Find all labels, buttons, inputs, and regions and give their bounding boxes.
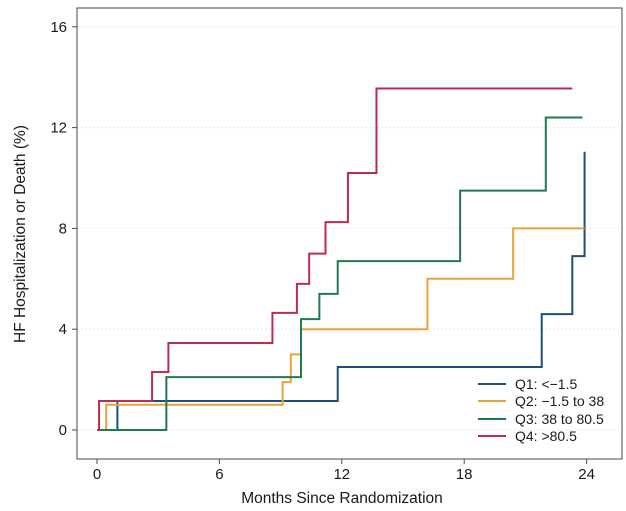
legend-swatch-q2-icon: [478, 400, 506, 403]
axis-ticks: [72, 26, 588, 464]
legend-row-q4: Q4: >80.5: [478, 428, 604, 446]
tick-labels: 0 6 12 18 24 0 4 8 12 16: [50, 19, 595, 483]
legend-label-q4: Q4: >80.5: [515, 428, 577, 445]
x-tick-label-0: 0: [93, 466, 101, 483]
legend-label-q2: Q2: −1.5 to 38: [515, 393, 605, 410]
legend-swatch-q1-icon: [478, 382, 506, 385]
legend-row-q3: Q3: 38 to 80.5: [478, 410, 604, 428]
plot-frame: [76, 7, 623, 460]
x-tick-label-12: 12: [333, 466, 350, 483]
legend-label-q3: Q3: 38 to 80.5: [515, 410, 604, 427]
x-axis-title: Months Since Randomization: [241, 490, 443, 507]
legend: Q1: <−1.5 Q2: −1.5 to 38 Q3: 38 to 80.5 Q4:…: [478, 375, 604, 445]
series-line-q2: [97, 227, 585, 431]
y-tick-label-4: 4: [59, 321, 67, 338]
series-line-q4: [97, 87, 573, 431]
series-step-lines: [97, 87, 586, 431]
legend-swatch-q3-icon: [478, 417, 506, 420]
series-line-q3: [97, 116, 583, 431]
legend-label-q1: Q1: <−1.5: [515, 375, 578, 392]
x-tick-label-18: 18: [456, 466, 473, 483]
y-tick-label-12: 12: [50, 120, 67, 137]
legend-row-q2: Q2: −1.5 to 38: [478, 393, 604, 411]
x-tick-label-24: 24: [578, 466, 595, 483]
y-tick-label-16: 16: [50, 19, 67, 36]
legend-swatch-q4-icon: [478, 435, 506, 438]
series-line-q1: [97, 151, 586, 431]
y-tick-label-8: 8: [59, 220, 67, 237]
y-axis-title: HF Hospitalization or Death (%): [12, 125, 29, 343]
x-tick-label-6: 6: [215, 466, 223, 483]
legend-row-q1: Q1: <−1.5: [478, 375, 604, 393]
y-tick-label-0: 0: [59, 422, 67, 439]
